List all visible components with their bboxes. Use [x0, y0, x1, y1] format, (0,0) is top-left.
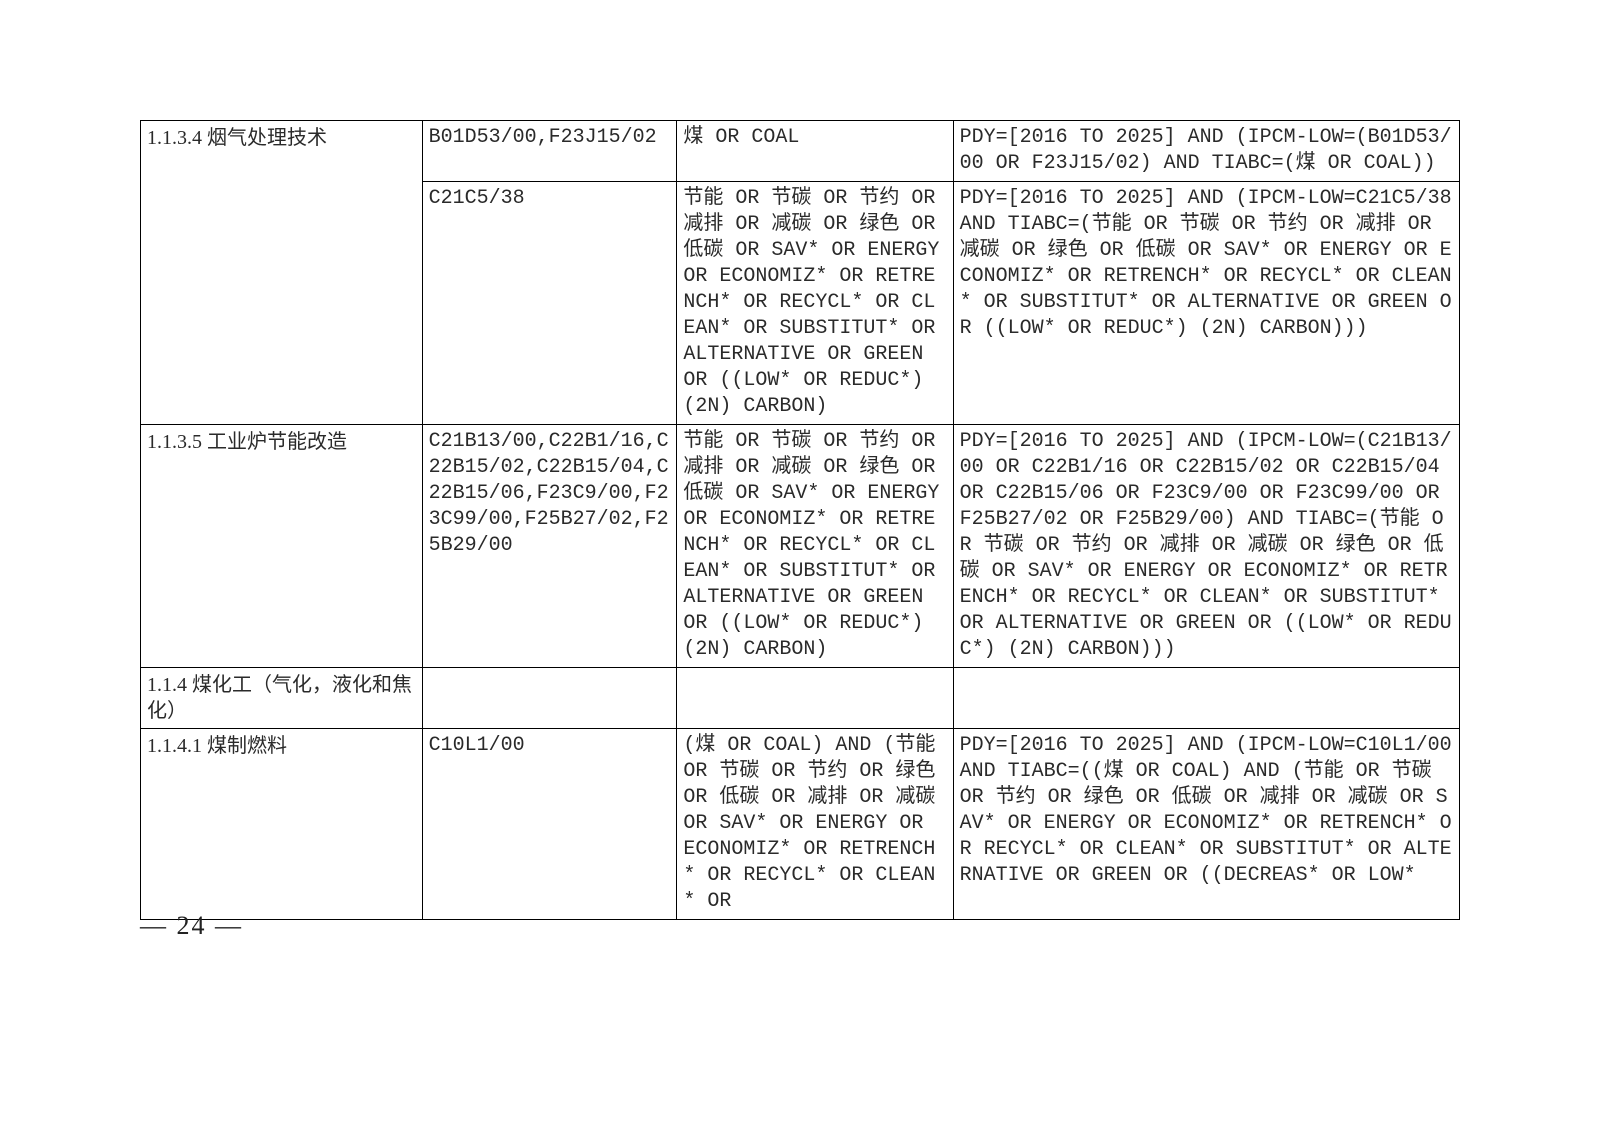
cell-keywords: (煤 OR COAL) AND (节能 OR 节碳 OR 节约 OR 绿色 OR… — [677, 729, 953, 920]
cell-category: 1.1.4.1 煤制燃料 — [141, 729, 423, 920]
table-body: 1.1.3.4 烟气处理技术 B01D53/00,F23J15/02 煤 OR … — [141, 121, 1460, 920]
cell-ipc: C21B13/00,C22B1/16,C22B15/02,C22B15/04,C… — [422, 425, 677, 668]
cell-query: PDY=[2016 TO 2025] AND (IPCM-LOW=(C21B13… — [953, 425, 1459, 668]
cell-keywords: 煤 OR COAL — [677, 121, 953, 182]
cell-category: 1.1.4 煤化工（气化，液化和焦化） — [141, 668, 423, 729]
cell-ipc: C21C5/38 — [422, 182, 677, 425]
page-number: — 24 — — [140, 911, 243, 941]
cell-ipc: B01D53/00,F23J15/02 — [422, 121, 677, 182]
cell-keywords: 节能 OR 节碳 OR 节约 OR 减排 OR 减碳 OR 绿色 OR 低碳 O… — [677, 182, 953, 425]
cell-query: PDY=[2016 TO 2025] AND (IPCM-LOW=C21C5/3… — [953, 182, 1459, 425]
cell-query — [953, 668, 1459, 729]
document-page: 1.1.3.4 烟气处理技术 B01D53/00,F23J15/02 煤 OR … — [0, 0, 1600, 1131]
cell-query: PDY=[2016 TO 2025] AND (IPCM-LOW=(B01D53… — [953, 121, 1459, 182]
cell-query: PDY=[2016 TO 2025] AND (IPCM-LOW=C10L1/0… — [953, 729, 1459, 920]
cell-keywords: 节能 OR 节碳 OR 节约 OR 减排 OR 减碳 OR 绿色 OR 低碳 O… — [677, 425, 953, 668]
cell-keywords — [677, 668, 953, 729]
cell-category: 1.1.3.4 烟气处理技术 — [141, 121, 423, 425]
cell-ipc: C10L1/00 — [422, 729, 677, 920]
table-row: 1.1.4.1 煤制燃料 C10L1/00 (煤 OR COAL) AND (节… — [141, 729, 1460, 920]
table-row: 1.1.3.4 烟气处理技术 B01D53/00,F23J15/02 煤 OR … — [141, 121, 1460, 182]
table-row: 1.1.3.5 工业炉节能改造 C21B13/00,C22B1/16,C22B1… — [141, 425, 1460, 668]
classification-table: 1.1.3.4 烟气处理技术 B01D53/00,F23J15/02 煤 OR … — [140, 120, 1460, 920]
table-row: 1.1.4 煤化工（气化，液化和焦化） — [141, 668, 1460, 729]
cell-category: 1.1.3.5 工业炉节能改造 — [141, 425, 423, 668]
cell-ipc — [422, 668, 677, 729]
